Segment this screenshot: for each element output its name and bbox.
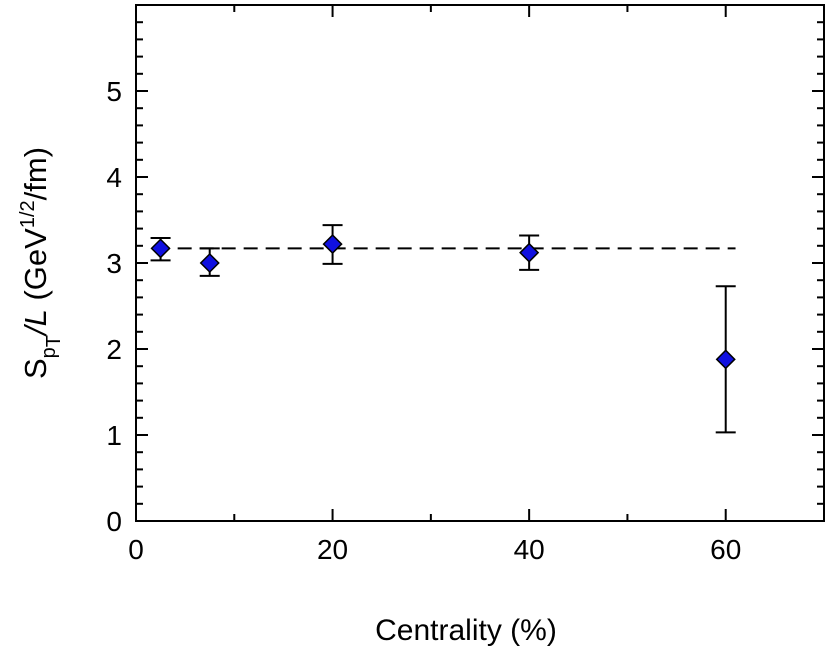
y-tick-label: 2 <box>106 334 122 365</box>
x-tick-label: 40 <box>514 534 545 565</box>
y-tick-label: 0 <box>106 506 122 537</box>
x-tick-label: 0 <box>128 534 144 565</box>
y-tick-label: 1 <box>106 420 122 451</box>
tick-labels: 0 20 40 60 0 1 2 3 4 5 <box>106 76 741 565</box>
error-bars <box>150 224 736 434</box>
y-tick-label: 4 <box>106 162 122 193</box>
y-tick-label: 3 <box>106 248 122 279</box>
x-tick-label: 20 <box>317 534 348 565</box>
data-markers <box>150 234 736 370</box>
y-axis-title: SpT/L (GeV1/2/fm) <box>17 147 65 379</box>
x-tick-label: 60 <box>710 534 741 565</box>
data-point <box>322 234 343 255</box>
data-point <box>519 242 540 263</box>
data-point <box>199 252 220 274</box>
data-point <box>150 238 171 259</box>
plot-frame <box>135 4 825 522</box>
y-tick-label: 5 <box>106 76 122 107</box>
data-point <box>715 349 736 370</box>
x-axis-title: Centrality (%) <box>375 614 557 647</box>
ticks <box>135 5 825 522</box>
